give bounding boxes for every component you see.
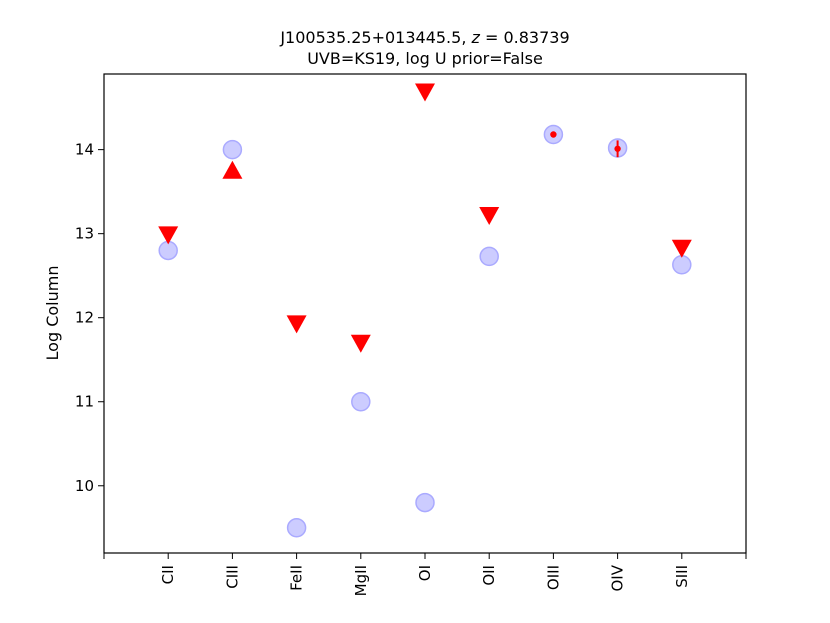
lower-limit-marker [222, 160, 243, 179]
upper-limit-marker [158, 226, 179, 245]
upper-limit-marker [350, 334, 371, 353]
detection-point [550, 131, 557, 138]
model-point [415, 492, 435, 513]
y-tick-label: 10 [75, 477, 94, 495]
upper-limit-marker [415, 83, 435, 102]
model-point [351, 391, 371, 412]
x-tick-label: OII [480, 565, 498, 586]
y-tick-label: 14 [75, 141, 94, 159]
y-axis-label: Log Column [43, 266, 62, 361]
x-tick-label: CIII [223, 565, 241, 589]
plot-frame [103, 73, 747, 554]
chart-title: J100535.25+013445.5, z = 0.83739 [279, 28, 569, 47]
x-tick-label: CII [159, 565, 177, 584]
y-tick-label: 11 [75, 393, 94, 411]
detection-point [614, 145, 621, 152]
x-tick-label: MgII [352, 565, 370, 596]
chart-subtitle: UVB=KS19, log U prior=False [307, 49, 543, 68]
model-point [286, 518, 307, 538]
x-tick-label: SIII [673, 565, 691, 588]
x-tick-label: OI [416, 565, 434, 581]
upper-limit-marker [479, 207, 500, 226]
upper-limit-marker [671, 239, 692, 258]
axes: 10 11 12 13 14 CII CIII FeII MgII OI OII OIII OIV SII… [75, 141, 747, 596]
y-tick-label: 12 [75, 309, 94, 327]
model-point [479, 246, 499, 267]
x-tick-label: FeII [288, 565, 306, 591]
upper-limit-marker [286, 315, 307, 334]
model-point [672, 255, 692, 275]
model-point [222, 139, 243, 160]
plot-area [158, 83, 692, 538]
y-tick-label: 13 [75, 225, 94, 243]
x-tick-label: OIV [609, 564, 627, 591]
x-tick-label: OIII [544, 565, 562, 590]
